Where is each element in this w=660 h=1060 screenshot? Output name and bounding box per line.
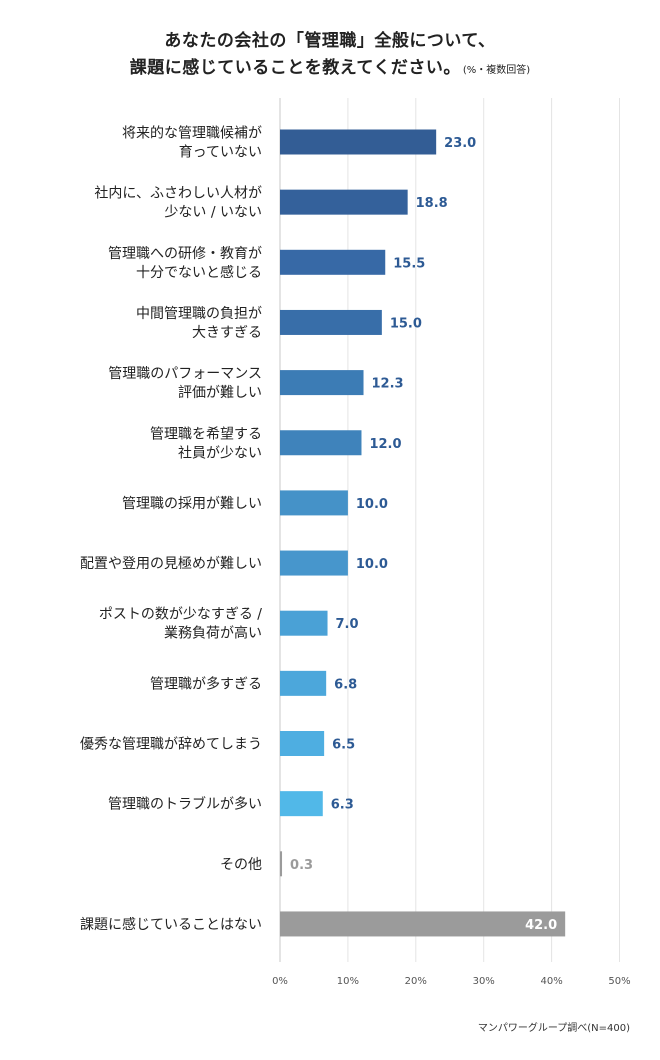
bar [280, 911, 566, 937]
bar [280, 851, 283, 877]
bar [280, 610, 328, 636]
chart-title-text: 課題に感じていることを教えてください。 [129, 58, 461, 78]
category-label: 管理職のパフォーマンス [108, 366, 262, 382]
chart-title-note: (%・複数回答) [462, 65, 531, 76]
value-label: 23.0 [444, 136, 476, 151]
category-label: 管理職への研修・教育が [108, 246, 262, 262]
x-tick-label: 0% [272, 976, 288, 987]
bar [280, 430, 362, 456]
value-label: 7.0 [336, 617, 359, 632]
category-label: 将来的な管理職候補が [122, 126, 262, 142]
x-tick-label: 20% [405, 976, 427, 987]
category-label: 配置や登用の見極めが難しい [80, 556, 262, 572]
value-label: 6.5 [332, 738, 355, 753]
category-label: 育っていない [179, 145, 262, 161]
category-label: 管理職の採用が難しい [122, 496, 262, 512]
value-label: 6.8 [334, 677, 357, 692]
x-tick-label: 50% [608, 976, 630, 987]
category-label: 管理職を希望する [150, 426, 262, 442]
category-label: 中間管理職の負担が [136, 306, 262, 322]
bar [280, 370, 364, 396]
category-label: 課題に感じていることはない [80, 916, 262, 933]
category-label: 管理職が多すぎる [150, 675, 262, 692]
value-label: 10.0 [356, 497, 388, 512]
category-label: 管理職のトラブルが多い [108, 796, 262, 813]
category-label: 優秀な管理職が辞めてしまう [80, 737, 262, 753]
value-label: 15.5 [393, 256, 425, 271]
value-label: 12.0 [369, 437, 401, 452]
source-note: マンパワーグループ調べ(N=400) [477, 1023, 630, 1034]
bar [280, 490, 348, 516]
category-label: 評価が難しい [178, 385, 262, 401]
bar [280, 731, 325, 756]
chart-title-line2: 課題に感じていることを教えてください。 (%・複数回答) [0, 53, 660, 78]
bar [280, 189, 408, 215]
bar [280, 791, 323, 817]
value-label: 15.0 [390, 316, 422, 331]
category-label: 社員が少ない [178, 445, 262, 461]
bar [280, 129, 437, 155]
category-label: 少ない / いない [164, 205, 262, 221]
category-label: 大きすぎる [192, 325, 262, 341]
value-label: 6.3 [331, 798, 354, 813]
bar [280, 550, 348, 576]
bar [280, 670, 327, 696]
value-label: 0.3 [290, 858, 313, 873]
chart-title-line1: あなたの会社の「管理職」全般について、 [164, 31, 496, 51]
value-label: 10.0 [356, 557, 388, 572]
bar [280, 249, 386, 275]
x-tick-label: 10% [337, 976, 359, 987]
category-label: その他 [220, 857, 262, 873]
category-label: 十分でないと感じる [136, 264, 262, 281]
value-label: 42.0 [525, 918, 557, 933]
category-label: 業務負荷が高い [164, 625, 262, 642]
category-label: ポストの数が少なすぎる / [99, 607, 262, 623]
x-tick-label: 40% [540, 976, 562, 987]
x-tick-label: 30% [473, 976, 495, 987]
value-label: 12.3 [372, 377, 404, 392]
value-label: 18.8 [416, 196, 448, 211]
category-label: 社内に、ふさわしい人材が [94, 186, 262, 202]
bar [280, 309, 382, 335]
